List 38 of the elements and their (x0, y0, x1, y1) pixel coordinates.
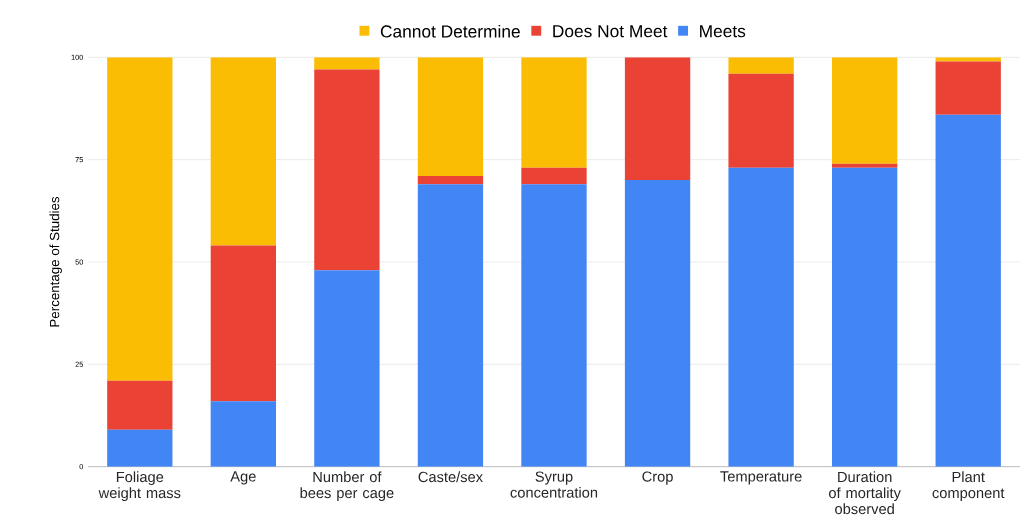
bar (417, 176, 484, 185)
bar (831, 167, 898, 467)
bar (935, 61, 1001, 115)
bar (210, 57, 276, 246)
bar (107, 57, 173, 381)
bar (935, 114, 1001, 467)
y-axis-title: Percentage of Studies (49, 196, 62, 327)
x-tick-label: Duration of mortality observed (829, 471, 901, 515)
x-tick-label: Crop (642, 471, 673, 485)
bar (831, 57, 898, 164)
bar (417, 57, 484, 177)
bar (314, 57, 380, 70)
x-tick-label: Plant component (932, 471, 1005, 502)
x-tick-label: Syrup concentration (510, 471, 598, 498)
bar (107, 380, 173, 430)
bar (624, 57, 691, 181)
bar (314, 69, 380, 271)
bar (728, 57, 794, 74)
bar (521, 57, 587, 168)
bar (728, 73, 794, 168)
x-tick-label: Temperature (720, 471, 802, 485)
bar (728, 167, 794, 467)
bar (521, 184, 587, 467)
bar (831, 163, 898, 168)
legend-label: Cannot Determine (380, 24, 520, 38)
bar (314, 270, 380, 467)
bar (417, 184, 484, 467)
bar (210, 245, 276, 402)
x-tick-label: Age (230, 471, 256, 485)
x-tick-label: Foliage weight mass (98, 471, 181, 502)
bar (624, 180, 691, 467)
legend-label: Does Not Meet (553, 25, 668, 38)
bar (521, 167, 587, 185)
bar (107, 429, 173, 467)
x-tick-label: Number of bees per cage (300, 471, 394, 502)
bar (210, 401, 276, 467)
legend-label: Meets (700, 25, 746, 38)
x-tick-label: Caste/sex (418, 471, 483, 483)
